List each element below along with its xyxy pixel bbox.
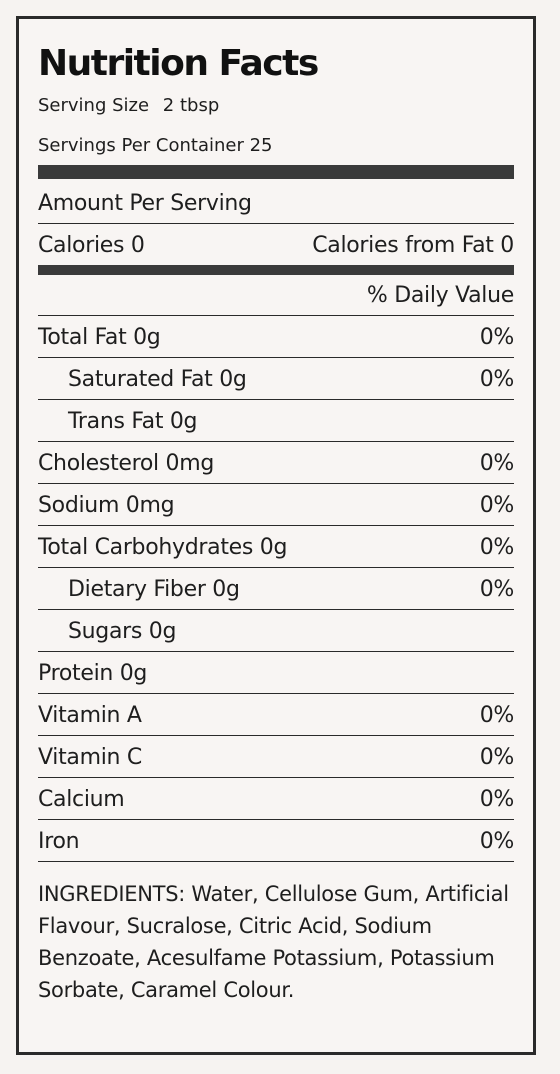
- nutrient-name: Vitamin C: [38, 745, 142, 770]
- divider: [38, 441, 514, 442]
- nutrient-name: Sodium 0mg: [38, 493, 175, 518]
- nutrient-row: Sugars 0g: [38, 612, 514, 652]
- nutrition-facts-label: Nutrition Facts Serving Size 2 tbsp Serv…: [16, 16, 536, 1055]
- medium-divider: [38, 265, 514, 275]
- servings-per-container: Servings Per Container 25: [38, 135, 273, 156]
- label-title: Nutrition Facts: [38, 43, 319, 84]
- daily-value-header: % Daily Value: [366, 283, 514, 308]
- divider: [38, 693, 514, 694]
- nutrient-row: Trans Fat 0g: [38, 402, 514, 442]
- nutrient-row: Vitamin A 0%: [38, 696, 514, 736]
- divider: [38, 483, 514, 484]
- nutrient-name: Trans Fat 0g: [68, 409, 198, 434]
- divider: [38, 567, 514, 568]
- amount-per-serving: Amount Per Serving: [38, 191, 252, 216]
- nutrient-dv: 0%: [479, 787, 515, 812]
- nutrient-name: Cholesterol 0mg: [38, 451, 215, 476]
- nutrient-dv: 0%: [479, 829, 515, 854]
- divider: [38, 861, 514, 862]
- nutrient-name: Total Fat 0g: [38, 325, 161, 350]
- nutrient-dv: 0%: [479, 493, 515, 518]
- divider: [38, 223, 514, 224]
- nutrient-name: Protein 0g: [38, 661, 148, 686]
- nutrient-row: Sodium 0mg 0%: [38, 486, 514, 526]
- nutrient-dv: 0%: [479, 535, 515, 560]
- nutrient-name: Sugars 0g: [68, 619, 177, 644]
- serving-size-unit: tbsp: [179, 95, 220, 116]
- divider: [38, 819, 514, 820]
- nutrient-row: Dietary Fiber 0g 0%: [38, 570, 514, 610]
- nutrient-dv: 0%: [479, 745, 515, 770]
- divider: [38, 735, 514, 736]
- nutrient-row: Vitamin C 0%: [38, 738, 514, 778]
- nutrient-name: Total Carbohydrates 0g: [38, 535, 288, 560]
- nutrient-dv: 0%: [479, 577, 515, 602]
- nutrient-dv: 0%: [479, 451, 515, 476]
- nutrient-name: Iron: [38, 829, 80, 854]
- nutrient-name: Saturated Fat 0g: [68, 367, 247, 392]
- nutrient-dv: 0%: [479, 367, 515, 392]
- divider: [38, 399, 514, 400]
- ingredients-text: INGREDIENTS: Water, Cellulose Gum, Artif…: [38, 882, 509, 1002]
- nutrient-row: Protein 0g: [38, 654, 514, 694]
- nutrient-row: Total Fat 0g 0%: [38, 318, 514, 358]
- nutrient-dv: 0%: [479, 325, 515, 350]
- nutrient-row: Saturated Fat 0g 0%: [38, 360, 514, 400]
- nutrient-row: Iron 0%: [38, 822, 514, 862]
- nutrient-dv: 0%: [479, 703, 515, 728]
- amount-per-serving-row: Amount Per Serving: [38, 184, 514, 224]
- thick-divider: [38, 165, 514, 179]
- serving-size: Serving Size 2 tbsp: [38, 95, 219, 116]
- divider: [38, 315, 514, 316]
- calories-row: Calories 0 Calories from Fat 0: [38, 226, 514, 266]
- serving-size-value: 2: [162, 95, 175, 116]
- divider: [38, 357, 514, 358]
- nutrient-name: Dietary Fiber 0g: [68, 577, 240, 602]
- divider: [38, 525, 514, 526]
- daily-value-header-row: % Daily Value: [38, 276, 514, 316]
- divider: [38, 609, 514, 610]
- calories: Calories 0: [38, 233, 145, 258]
- nutrient-row: Calcium 0%: [38, 780, 514, 820]
- divider: [38, 777, 514, 778]
- divider: [38, 651, 514, 652]
- calories-from-fat: Calories from Fat 0: [312, 233, 514, 258]
- nutrient-name: Calcium: [38, 787, 125, 812]
- nutrient-row: Cholesterol 0mg 0%: [38, 444, 514, 484]
- serving-size-label: Serving Size: [38, 95, 150, 116]
- nutrient-name: Vitamin A: [38, 703, 142, 728]
- nutrient-row: Total Carbohydrates 0g 0%: [38, 528, 514, 568]
